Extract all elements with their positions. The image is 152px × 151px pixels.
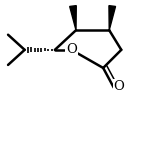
Text: O: O (114, 80, 124, 93)
Text: O: O (66, 43, 77, 56)
Polygon shape (70, 6, 76, 30)
Polygon shape (109, 6, 116, 30)
